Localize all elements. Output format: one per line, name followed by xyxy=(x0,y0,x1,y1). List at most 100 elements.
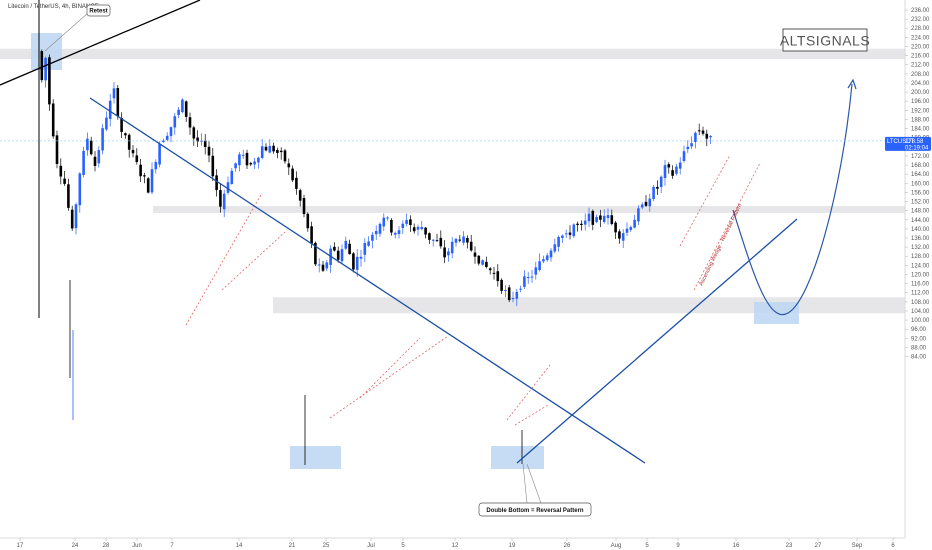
candle-body xyxy=(526,276,530,278)
brand-box xyxy=(782,28,868,52)
candles xyxy=(38,0,712,465)
candle-body xyxy=(458,239,462,241)
candle-body xyxy=(93,156,97,166)
candle-body xyxy=(371,234,374,241)
y-tick-label: 144.00 xyxy=(911,218,930,224)
double-bottom-connector-b xyxy=(526,463,542,504)
candle-body xyxy=(701,130,705,134)
retest-label: Retest xyxy=(89,9,107,15)
candle-body xyxy=(314,242,317,265)
candle-body xyxy=(165,135,169,140)
y-tick-label: 172.00 xyxy=(911,154,930,160)
candle-body xyxy=(447,251,450,256)
candle-body xyxy=(378,223,382,234)
candle-body xyxy=(557,236,560,247)
candle-body xyxy=(424,227,427,235)
candle-body xyxy=(196,137,199,142)
candle-body xyxy=(534,267,538,275)
x-tick-label: 6 xyxy=(891,543,895,549)
candle-body xyxy=(549,250,553,258)
candle-body xyxy=(397,230,401,234)
highlight-box xyxy=(290,446,341,469)
x-tick-label: Jun xyxy=(132,543,142,549)
candle-body xyxy=(291,168,294,181)
candle-body xyxy=(568,232,572,235)
candle-body xyxy=(124,133,127,136)
x-tick-label: 12 xyxy=(452,543,459,549)
candle-body xyxy=(523,276,526,287)
y-tick-label: 196.00 xyxy=(911,99,930,105)
candle-body xyxy=(637,208,640,222)
candle-body xyxy=(241,154,245,156)
candle-body xyxy=(268,145,272,153)
support-zone xyxy=(0,48,905,60)
candle-body xyxy=(409,219,412,226)
candle-body xyxy=(184,101,188,117)
candle-body xyxy=(462,236,465,243)
y-tick-label: 136.00 xyxy=(911,236,930,242)
y-tick-label: 184.00 xyxy=(911,127,930,133)
candle-body xyxy=(203,140,207,147)
candle-body xyxy=(694,132,697,143)
y-tick-label: 112.00 xyxy=(911,291,930,297)
candle-body xyxy=(105,117,108,130)
x-tick-label: 16 xyxy=(733,543,740,549)
candle-body xyxy=(222,193,226,210)
candle-body xyxy=(101,128,104,151)
candle-body xyxy=(272,145,275,152)
double-bottom-connector-a xyxy=(522,463,528,504)
retest-callout[interactable] xyxy=(86,4,111,17)
x-tick-label: 7 xyxy=(170,543,174,549)
candle-body xyxy=(640,204,644,208)
candle-body xyxy=(576,223,579,226)
candle-body xyxy=(591,210,595,225)
candle-body xyxy=(359,256,363,259)
candle-body xyxy=(55,135,59,164)
x-axis-ticks[interactable]: 17 24 28 Jun 7 14 21 25 Jul 5 12 19 26 Aug 5 9 16 23 27 Sep… xyxy=(17,538,896,549)
candle-body xyxy=(690,143,693,147)
channel-line xyxy=(679,154,731,247)
candle-body xyxy=(219,190,222,207)
y-tick-label: 188.00 xyxy=(911,117,930,123)
candle-body xyxy=(162,140,165,143)
y-tick-label: 132.00 xyxy=(911,245,930,251)
candle-body xyxy=(648,198,652,207)
candle-body xyxy=(686,146,690,150)
candle-body xyxy=(625,228,629,233)
y-tick-label: 100.00 xyxy=(911,318,930,324)
candle-body xyxy=(393,232,397,235)
x-tick-label: 21 xyxy=(289,543,296,549)
double-bottom-callout[interactable] xyxy=(478,502,592,517)
candle-body xyxy=(97,150,101,164)
highlight-box xyxy=(491,446,544,469)
candle-body xyxy=(390,219,393,233)
candle-body xyxy=(511,298,515,300)
candle-body xyxy=(682,151,686,162)
candle-body xyxy=(74,204,78,229)
candle-body xyxy=(158,143,161,165)
y-tick-label: 236.00 xyxy=(911,8,930,14)
candle-body xyxy=(538,261,541,270)
candle-body xyxy=(675,166,678,174)
candle-body xyxy=(51,103,55,137)
y-tick-label: 164.00 xyxy=(911,172,930,178)
current-price-tag[interactable]: LTCUSDT 178.58 02:19:04 xyxy=(885,136,931,152)
candle-body xyxy=(671,170,674,176)
candle-body xyxy=(192,127,196,139)
candle-body xyxy=(485,261,488,267)
candle-body xyxy=(48,57,51,105)
y-tick-label: 232.00 xyxy=(911,17,930,23)
x-tick-label: 25 xyxy=(323,543,330,549)
candle-body xyxy=(644,201,648,206)
candle-body xyxy=(374,231,378,235)
candle-body xyxy=(652,186,655,200)
candle-body xyxy=(348,243,351,255)
candle-body xyxy=(264,146,268,151)
forecast-path xyxy=(732,78,857,316)
y-tick-label: 204.00 xyxy=(911,81,930,87)
y-tick-label: 88.00 xyxy=(911,345,927,351)
y-tick-label: 84.00 xyxy=(911,355,927,361)
support-zones xyxy=(0,48,905,314)
